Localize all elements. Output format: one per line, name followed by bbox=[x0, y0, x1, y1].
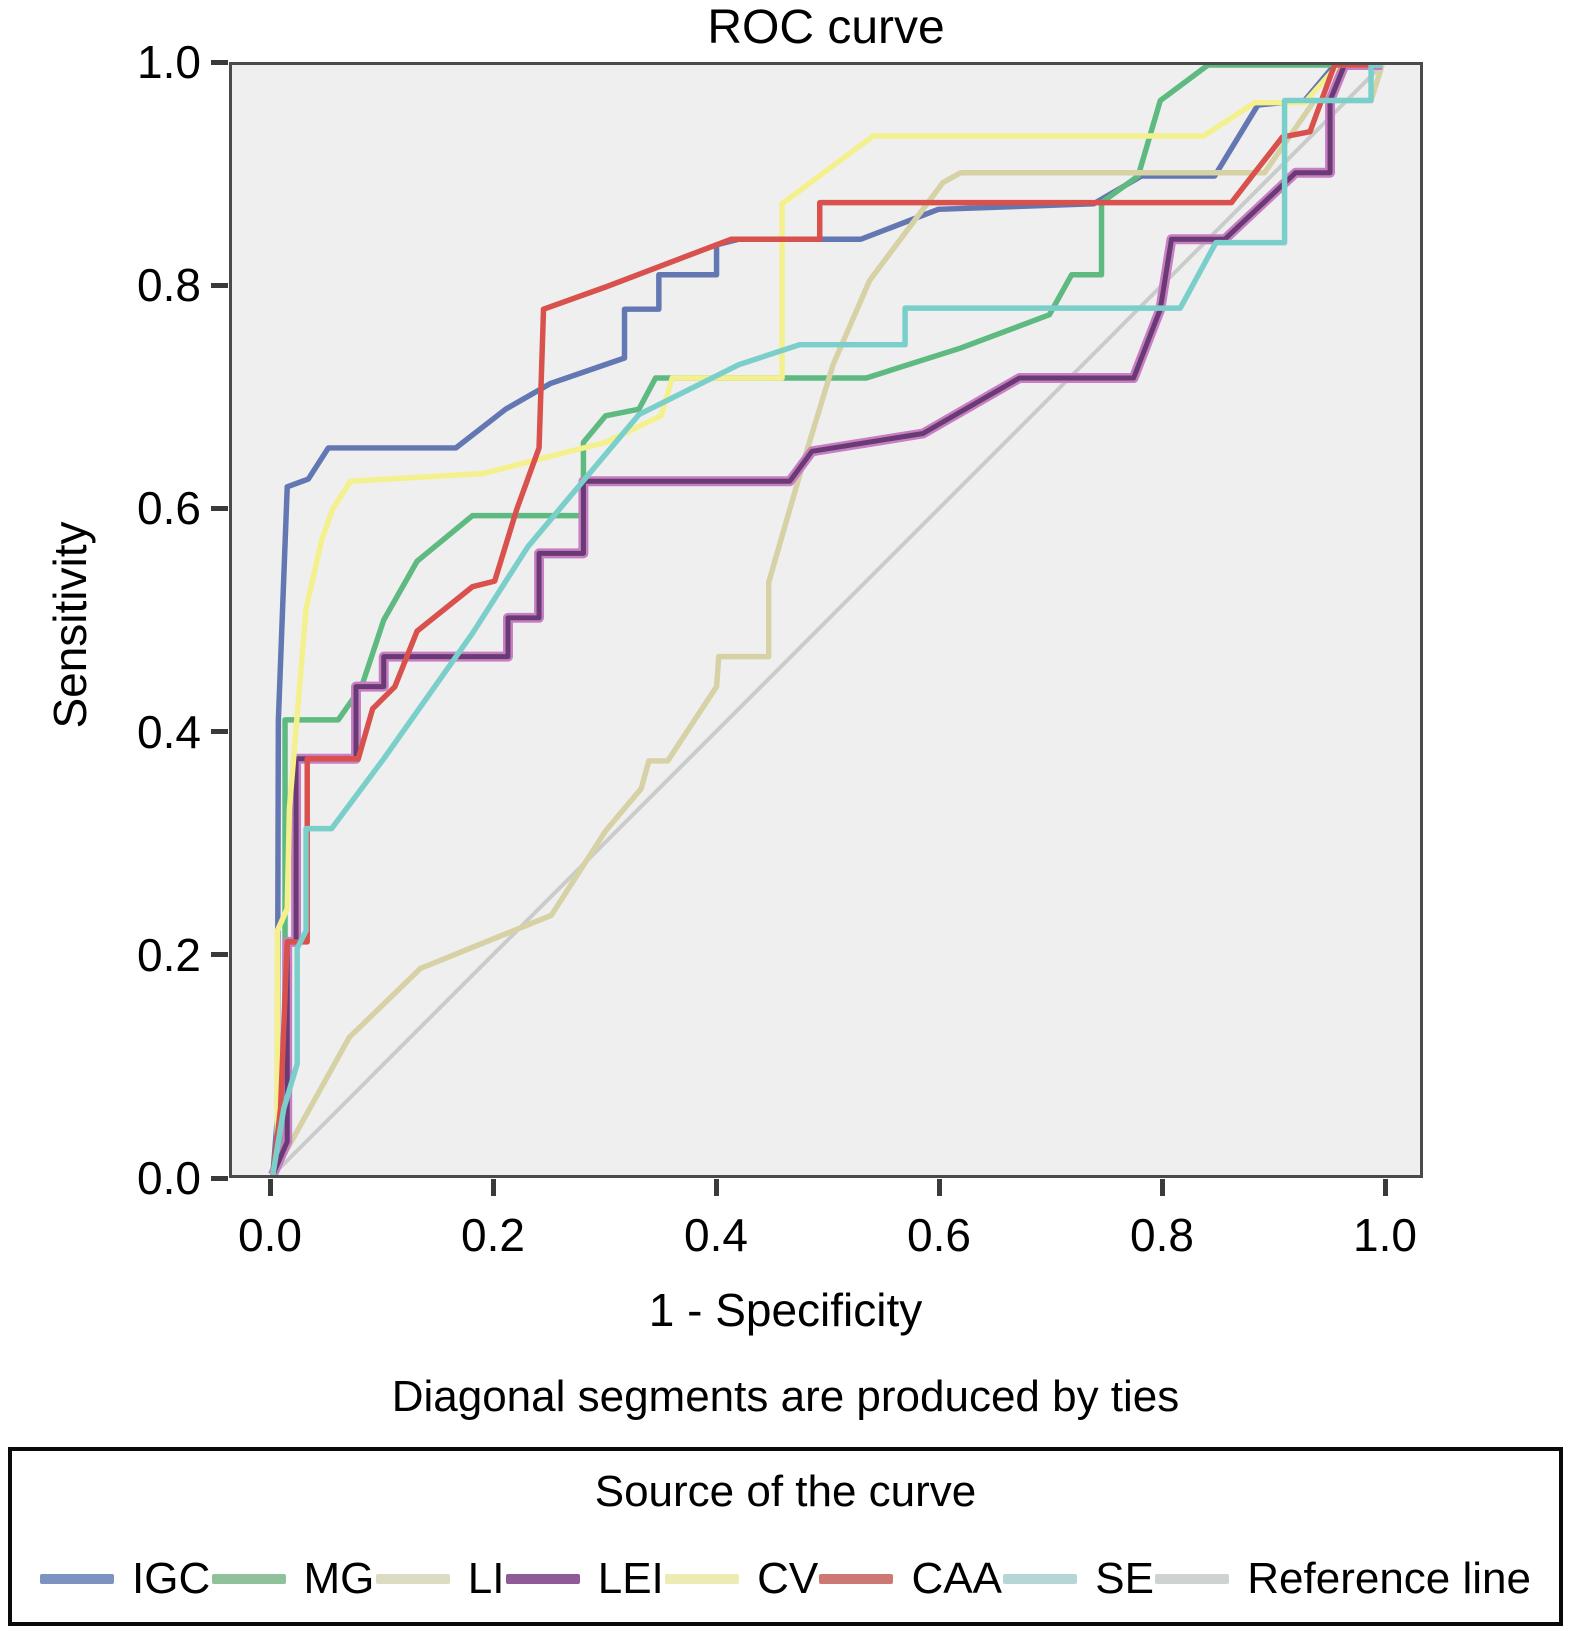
legend-label-caa: CAA bbox=[911, 1554, 1002, 1603]
x-tick-label: 0.2 bbox=[461, 1209, 525, 1261]
legend-label-lei: LEI bbox=[597, 1554, 664, 1603]
legend-box: Source of the curve IGC MG LI LEI CV CAA SE Ref… bbox=[8, 1447, 1563, 1626]
legend-item-li: LI bbox=[375, 1554, 505, 1604]
legend-swatch-caa bbox=[819, 1574, 894, 1584]
legend-label-mg: MG bbox=[303, 1554, 375, 1603]
x-tick-mark bbox=[1159, 1179, 1165, 1196]
y-tick-label: 0.0 bbox=[137, 1152, 201, 1204]
curve-caa bbox=[270, 65, 1383, 1175]
legend-item-se: SE bbox=[1003, 1554, 1154, 1604]
legend-item-lei: LEI bbox=[505, 1554, 664, 1604]
legend-swatch-reference-line bbox=[1155, 1574, 1230, 1584]
x-tick-label: 1.0 bbox=[1353, 1209, 1417, 1261]
roc-curves-svg bbox=[268, 65, 1385, 1175]
y-tick-mark bbox=[211, 952, 228, 958]
legend-swatch-lei bbox=[505, 1574, 580, 1584]
legend-swatch-cv bbox=[665, 1574, 740, 1584]
curve-se bbox=[270, 65, 1383, 1175]
legend-swatch-igc bbox=[40, 1574, 114, 1584]
legend-swatch-li bbox=[375, 1574, 450, 1584]
legend-swatch-mg bbox=[211, 1574, 286, 1584]
legend-label-cv: CV bbox=[757, 1554, 819, 1603]
legend-label-li: LI bbox=[467, 1554, 505, 1603]
y-tick-mark bbox=[211, 505, 228, 511]
y-tick-label: 0.8 bbox=[137, 259, 201, 312]
y-tick-label: 0.6 bbox=[137, 482, 201, 535]
chart-title: ROC curve bbox=[707, 1, 945, 54]
legend-label-igc: IGC bbox=[132, 1554, 211, 1603]
legend-row: IGC MG LI LEI CV CAA SE Reference line bbox=[12, 1554, 1559, 1604]
legend-item-mg: MG bbox=[211, 1554, 375, 1604]
curve-igc bbox=[270, 65, 1383, 1175]
legend-swatch-se bbox=[1003, 1574, 1078, 1584]
y-tick-mark bbox=[211, 729, 228, 735]
x-tick-label: 0.0 bbox=[238, 1209, 302, 1261]
legend-item-igc: IGC bbox=[40, 1554, 210, 1604]
x-tick-label: 0.4 bbox=[684, 1209, 748, 1261]
x-axis-label: 1 - Specificity bbox=[648, 1284, 923, 1336]
x-tick-label: 0.8 bbox=[1130, 1209, 1194, 1261]
y-tick-label: 1.0 bbox=[137, 36, 201, 88]
legend-title: Source of the curve bbox=[594, 1467, 977, 1516]
y-tick-mark bbox=[211, 1175, 228, 1181]
legend-item-caa: CAA bbox=[819, 1554, 1002, 1604]
curve-reference-line bbox=[271, 65, 1384, 1175]
legend-label-se: SE bbox=[1095, 1554, 1154, 1603]
legend-item-reference-line: Reference line bbox=[1155, 1554, 1531, 1604]
x-tick-mark bbox=[713, 1179, 719, 1196]
x-tick-mark bbox=[1382, 1179, 1388, 1196]
plot-area bbox=[229, 62, 1423, 1178]
y-tick-label: 0.4 bbox=[137, 705, 201, 758]
legend-item-cv: CV bbox=[665, 1554, 818, 1604]
footnote: Diagonal segments are produced by ties bbox=[391, 1372, 1180, 1421]
y-tick-label: 0.2 bbox=[137, 928, 201, 981]
y-axis-label: Sensitivity bbox=[44, 521, 96, 729]
y-tick-mark bbox=[211, 59, 228, 65]
curve-cv bbox=[270, 65, 1383, 1175]
y-tick-mark bbox=[211, 282, 228, 288]
legend-label-reference-line: Reference line bbox=[1247, 1554, 1531, 1603]
x-tick-label: 0.6 bbox=[907, 1209, 971, 1261]
x-tick-mark bbox=[490, 1179, 496, 1196]
x-tick-mark bbox=[267, 1179, 273, 1196]
x-tick-mark bbox=[936, 1179, 942, 1196]
curve-li bbox=[270, 65, 1385, 1175]
